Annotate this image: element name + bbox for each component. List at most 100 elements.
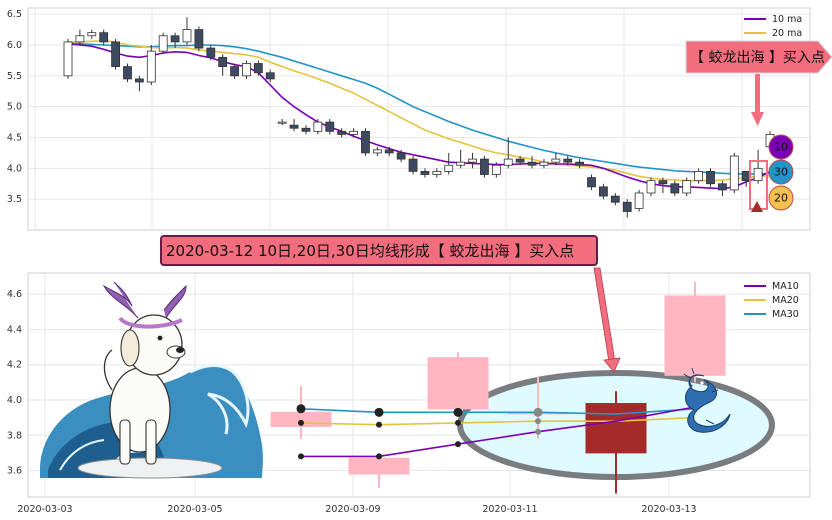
top-candle-body: [87, 32, 97, 37]
bottom-ma20-line: [300, 416, 696, 426]
top-candle-body: [253, 63, 263, 74]
top-legend-label: 10 ma: [772, 14, 802, 25]
top-buy-point-tag: 【 蛟龙出海 】买入点: [685, 40, 832, 74]
top-candle-body: [265, 72, 275, 80]
bottom-x-tick-label: 2020-03-09: [325, 504, 380, 515]
top-ma20-line: [68, 39, 771, 182]
top-candle-body: [491, 164, 501, 175]
bottom-y-tick-label: 4.0: [7, 395, 22, 406]
bottom-y-tick-label: 4.4: [7, 324, 22, 335]
top-candle-body: [551, 158, 561, 163]
ma30-circle-label: 30: [774, 166, 788, 179]
bottom-legend-label: MA30: [772, 309, 799, 320]
top-candle-body: [99, 32, 109, 43]
top-candle-body: [111, 41, 120, 67]
bottom-ma-lines: [296, 404, 696, 460]
top-candle-body: [420, 171, 430, 175]
top-candle-body: [408, 158, 418, 172]
top-candle-body: [123, 66, 132, 80]
bottom-ma30-point: [374, 407, 384, 417]
bottom-ma10-line: [301, 406, 696, 458]
bottom-candle-body: [348, 457, 410, 475]
top-candle-body: [563, 158, 573, 163]
bottom-y-tick-label: 3.6: [7, 466, 22, 477]
ma10-circle: 10: [768, 134, 794, 160]
bottom-ma10-point: [455, 441, 461, 448]
ma20-circle-label: 20: [774, 192, 788, 205]
bottom-ma10-point: [298, 453, 304, 460]
bottom-legend-label: MA20: [772, 295, 799, 306]
bottom-ma20-point: [535, 418, 541, 425]
top-candle-body: [182, 29, 192, 43]
top-candle-body: [206, 47, 216, 58]
banner: 2020-03-12 10日,20日,30日均线形成【 蛟龙出海 】买入点: [160, 235, 598, 266]
top-legend-label: 20 ma: [772, 28, 802, 39]
top-candle-body: [134, 78, 144, 83]
top-candle-body: [480, 158, 489, 175]
top-candle-body: [337, 130, 347, 135]
top-y-tick-label: 4.0: [7, 163, 22, 174]
bottom-ma20-point: [376, 421, 382, 428]
top-candle-body: [634, 192, 644, 209]
top-y-tick-label: 4.5: [7, 133, 22, 144]
top-candle-body: [349, 130, 358, 135]
bottom-ma30-point: [296, 404, 306, 414]
top-candle-body: [396, 152, 406, 160]
top-candle-body: [242, 63, 251, 77]
top-candle-body: [444, 164, 454, 172]
top-y-tick-label: 5.5: [7, 71, 22, 82]
top-candle-body: [361, 130, 370, 154]
bottom-y-tick-label: 3.8: [7, 430, 22, 441]
top-candle-body: [575, 161, 585, 166]
bottom-candle-body: [664, 295, 726, 376]
bottom-y-tick-label: 4.6: [7, 289, 22, 300]
top-candle-body: [539, 161, 549, 166]
top-candle-body: [503, 158, 513, 166]
top-y-tick-label: 3.5: [7, 194, 22, 205]
top-ma30-line: [67, 42, 771, 175]
bottom-ma10-point: [535, 428, 541, 435]
bottom-ma20-point: [455, 419, 461, 426]
top-triangle-marker: [751, 201, 763, 212]
dragon-illustration: [683, 367, 731, 433]
top-candle-body: [599, 186, 608, 197]
top-candle-body: [230, 66, 239, 77]
banner-text: 2020-03-12 10日,20日,30日均线形成【 蛟龙出海 】买入点: [166, 242, 574, 260]
top-candle-body: [372, 149, 382, 154]
banner-pointer-arrow: [593, 267, 621, 373]
top-candle-body: [384, 149, 394, 154]
ma20-circle: 20: [768, 185, 794, 211]
top-candle-body: [682, 180, 692, 194]
top-candle-body: [610, 195, 620, 203]
top-candle-body: [515, 158, 525, 163]
bottom-candle-body: [427, 357, 489, 410]
top-candle-body: [706, 171, 715, 185]
top-candle-body: [694, 171, 704, 182]
top-y-tick-label: 6.5: [7, 9, 22, 20]
top-candle-body: [658, 180, 668, 185]
top-candle-body: [170, 35, 180, 43]
bottom-ma30-point: [453, 407, 463, 417]
bottom-x-tick-label: 2020-03-05: [167, 504, 222, 515]
bottom-ma20-point: [298, 419, 304, 426]
top-candle-body: [289, 124, 299, 129]
top-down-arrow: [751, 74, 764, 126]
ma10-circle-label: 10: [774, 141, 788, 154]
dog-surfer-illustration: [40, 281, 263, 479]
top-candle-body: [527, 161, 537, 166]
top-candle-body: [325, 121, 335, 132]
bottom-ma10-point: [376, 453, 382, 460]
bottom-ma30-point: [533, 407, 543, 417]
top-candle-body: [456, 161, 466, 166]
top-candle-body: [218, 56, 228, 67]
top-candle-body: [63, 41, 73, 77]
top-candle-body: [729, 155, 739, 191]
bottom-legend-label: MA10: [772, 281, 799, 292]
top-candle-body: [753, 167, 763, 182]
top-candle-body: [646, 180, 656, 194]
bottom-x-tick-label: 2020-03-13: [641, 504, 696, 515]
top-candle-body: [313, 121, 323, 132]
top-buy-point-tag-text: 【 蛟龙出海 】买入点: [690, 50, 825, 66]
